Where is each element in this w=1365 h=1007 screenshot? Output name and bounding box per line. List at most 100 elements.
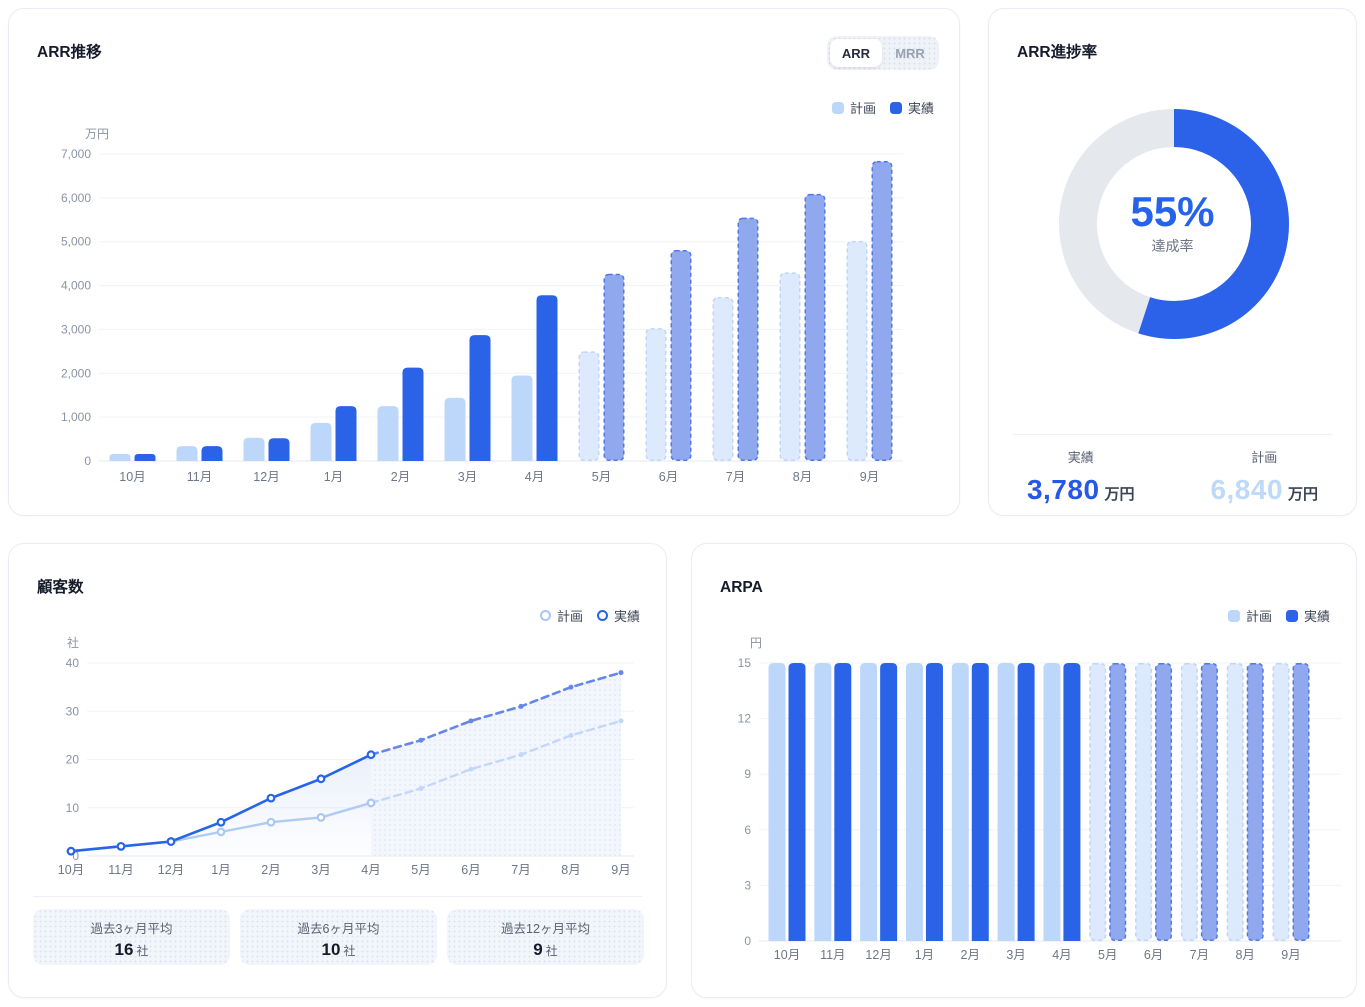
svg-text:2,000: 2,000 — [61, 366, 91, 380]
plan-stat-value: 6,840 万円 — [1173, 474, 1357, 506]
svg-text:5月: 5月 — [592, 470, 611, 484]
actual-swatch-icon — [889, 101, 902, 114]
arpa-card: ARPA 計画 実績 0 3 6 9 12 15 円 10月 11月 12月 1月 2月 3月 4月 5月 6… — [691, 543, 1357, 998]
legend-actual-item: 実績 — [1285, 606, 1330, 625]
customers-title: 顧客数 — [37, 579, 84, 596]
avg-6mo-value: 10 社 — [240, 940, 437, 960]
avg-12mo-unit: 社 — [545, 944, 558, 958]
svg-text:7月: 7月 — [511, 863, 530, 877]
svg-text:6月: 6月 — [659, 470, 678, 484]
actual-ring-icon — [596, 610, 608, 621]
svg-text:万円: 万円 — [85, 127, 109, 141]
svg-text:4月: 4月 — [525, 470, 544, 484]
customers-card: 顧客数 計画 実績 010203040社10月11月12月1月2月3月4月5月6… — [8, 543, 667, 998]
arr-progress-stats: 実績 3,780 万円 計画 6,840 万円 — [989, 447, 1356, 506]
svg-text:0: 0 — [744, 934, 751, 948]
svg-text:9月: 9月 — [1281, 948, 1300, 962]
svg-text:11月: 11月 — [108, 863, 133, 877]
actual-swatch-icon — [1285, 609, 1298, 622]
svg-text:11月: 11月 — [187, 470, 212, 484]
actual-stat-unit: 万円 — [1104, 486, 1135, 503]
svg-text:10月: 10月 — [58, 863, 84, 877]
svg-text:9: 9 — [744, 767, 751, 781]
legend-plan-label: 計画 — [1245, 609, 1272, 624]
toggle-arr-button[interactable]: ARR — [830, 39, 882, 67]
arpa-legend: 計画 実績 — [1227, 606, 1330, 625]
achievement-percent: 55% — [1130, 188, 1215, 235]
svg-text:1月: 1月 — [211, 863, 230, 877]
arr-progress-title: ARR進捗率 — [1017, 44, 1098, 61]
actual-stat-label: 実績 — [1067, 450, 1094, 465]
svg-text:5,000: 5,000 — [61, 235, 91, 249]
plan-stat-label: 計画 — [1251, 450, 1278, 465]
svg-text:社: 社 — [67, 635, 79, 650]
svg-text:4月: 4月 — [361, 863, 380, 877]
legend-actual-label: 実績 — [613, 609, 640, 624]
arr-trend-title: ARR推移 — [37, 44, 102, 61]
arr-progress-card: ARR進捗率 55% 達成率 実績 3,780 万円 計画 6,840 万円 — [988, 8, 1357, 516]
plan-swatch-icon — [1227, 609, 1240, 622]
svg-text:7月: 7月 — [1190, 948, 1209, 962]
svg-text:7,000: 7,000 — [61, 147, 91, 161]
avg-6mo-box: 過去6ヶ月平均 10 社 — [240, 909, 437, 965]
arpa-chart: 0 3 6 9 12 15 円 10月 11月 12月 1月 2月 3月 4月 5月 6月 7月 8月 9月 — [738, 636, 1341, 962]
svg-text:4月: 4月 — [1052, 948, 1071, 962]
avg-3mo-number: 16 — [114, 940, 134, 959]
legend-plan-item: 計画 — [539, 606, 583, 625]
svg-text:2月: 2月 — [391, 470, 410, 484]
plan-stat-number: 6,840 — [1210, 474, 1284, 505]
arr-mrr-toggle: ARR MRR — [827, 36, 939, 70]
svg-text:15: 15 — [738, 656, 752, 670]
svg-text:12月: 12月 — [253, 470, 279, 484]
avg-12mo-label: 過去12ヶ月平均 — [501, 922, 590, 936]
customers-chart: 010203040社10月11月12月1月2月3月4月5月6月7月8月9月 — [58, 635, 634, 877]
svg-text:1月: 1月 — [324, 470, 343, 484]
svg-text:6月: 6月 — [461, 863, 480, 877]
svg-text:40: 40 — [66, 656, 80, 670]
svg-text:11月: 11月 — [820, 948, 845, 962]
svg-text:30: 30 — [66, 704, 80, 718]
avg-3mo-label: 過去3ヶ月平均 — [90, 922, 173, 936]
svg-text:3月: 3月 — [311, 863, 330, 877]
svg-text:1,000: 1,000 — [61, 410, 91, 424]
avg-6mo-unit: 社 — [343, 944, 356, 958]
svg-text:9月: 9月 — [860, 470, 879, 484]
svg-text:0: 0 — [84, 454, 91, 468]
svg-text:4,000: 4,000 — [61, 279, 91, 293]
donut-card-divider — [1013, 434, 1332, 435]
avg-3mo-box: 過去3ヶ月平均 16 社 — [33, 909, 230, 965]
legend-plan-item: 計画 — [831, 98, 876, 117]
svg-text:10: 10 — [66, 801, 80, 815]
customers-divider — [33, 896, 642, 897]
svg-text:円: 円 — [750, 636, 762, 650]
svg-text:3月: 3月 — [1006, 948, 1025, 962]
avg-3mo-unit: 社 — [136, 944, 149, 958]
legend-actual-label: 実績 — [1303, 609, 1330, 624]
legend-actual-item: 実績 — [889, 98, 934, 117]
avg-6mo-number: 10 — [321, 940, 341, 959]
svg-text:6月: 6月 — [1144, 948, 1163, 962]
actual-stat-value: 3,780 万円 — [989, 474, 1173, 506]
svg-text:3: 3 — [744, 878, 751, 892]
svg-text:9月: 9月 — [611, 863, 630, 877]
plan-swatch-icon — [831, 101, 844, 114]
plan-stat-unit: 万円 — [1288, 486, 1319, 503]
svg-text:10月: 10月 — [774, 948, 800, 962]
actual-stat-number: 3,780 — [1026, 474, 1100, 505]
svg-text:7月: 7月 — [726, 470, 745, 484]
svg-text:5月: 5月 — [411, 863, 430, 877]
legend-actual-label: 実績 — [907, 101, 934, 116]
arr-progress-donut — [1059, 109, 1289, 339]
svg-text:6: 6 — [744, 823, 751, 837]
arr-trend-chart: 0 1,000 2,000 3,000 4,000 5,000 6,000 7,000 万円 10… — [61, 127, 903, 484]
toggle-mrr-button[interactable]: MRR — [884, 39, 936, 67]
svg-text:5月: 5月 — [1098, 948, 1117, 962]
svg-text:3月: 3月 — [458, 470, 477, 484]
achievement-label: 達成率 — [1151, 238, 1194, 254]
svg-text:12月: 12月 — [158, 863, 184, 877]
legend-plan-item: 計画 — [1227, 606, 1272, 625]
svg-text:3,000: 3,000 — [61, 322, 91, 336]
